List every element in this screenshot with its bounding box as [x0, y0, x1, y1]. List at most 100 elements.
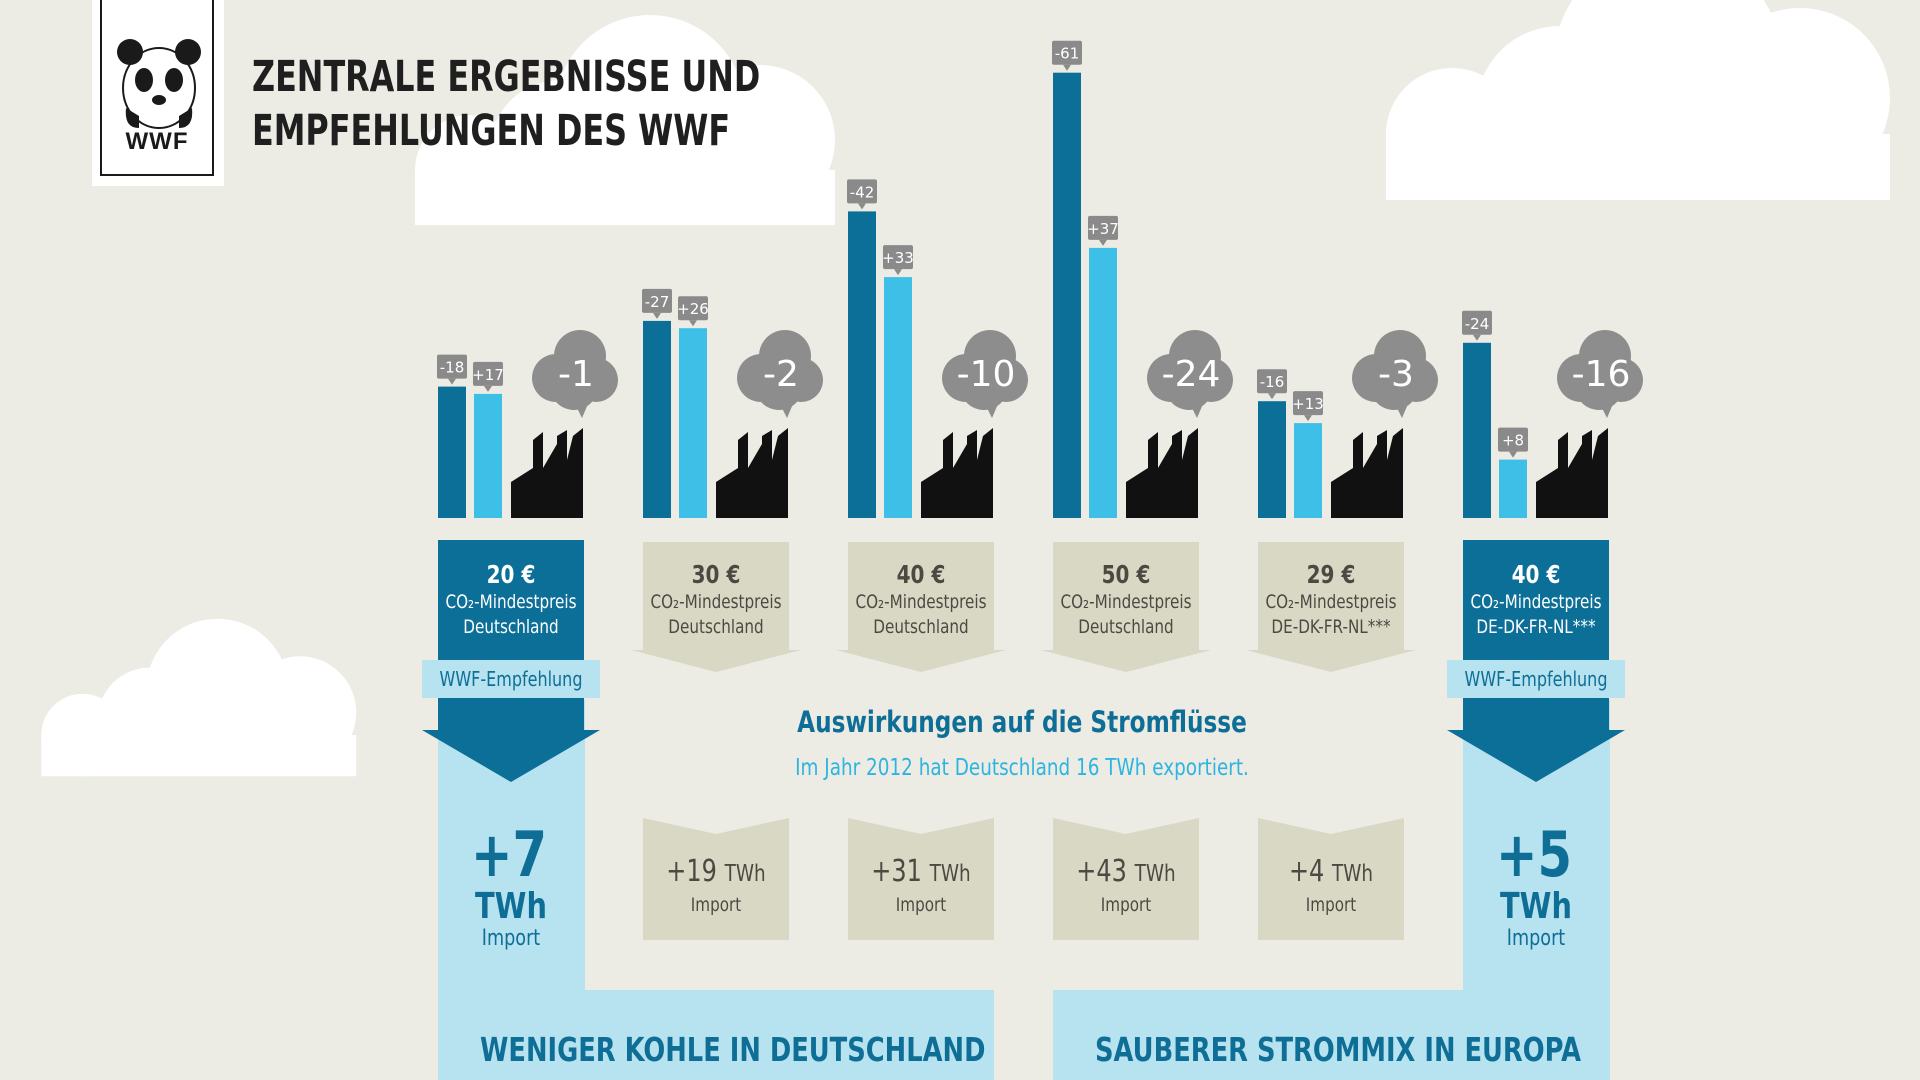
bar-light: [474, 393, 502, 518]
value-tag-pointer: [1473, 334, 1481, 341]
import-unit: TWh: [1134, 861, 1176, 887]
import-value: +4: [1288, 854, 1332, 889]
value-tag-pointer: [653, 312, 661, 319]
flow-path-right: [1053, 700, 1610, 1080]
value-label: +33: [882, 249, 914, 267]
page-title: ZENTRALE ERGEBNISSE UND EMPFEHLUNGEN DES…: [252, 50, 761, 158]
bar-dark: [1258, 401, 1286, 518]
price-desc-line-2: Deutschland: [1078, 616, 1174, 638]
co2-cloud: [942, 330, 1028, 418]
value-tag: [1293, 391, 1323, 416]
bar-light: [884, 277, 912, 518]
value-label: -27: [645, 293, 670, 311]
co2-label: -16: [1572, 354, 1631, 395]
value-label: +26: [677, 300, 709, 318]
bar-series: [438, 72, 1527, 518]
import-label: Import: [481, 926, 541, 951]
flows-subheading: Im Jahr 2012 hat Deutschland 16 TWh expo…: [795, 755, 1249, 781]
flow-path-left: [438, 700, 994, 1080]
price-desc-line-1: CO₂-Mindestpreis: [1060, 591, 1192, 613]
value-tag-pointer: [689, 320, 697, 327]
value-tag-pointer: [1268, 393, 1276, 400]
co2-label: -10: [957, 354, 1016, 395]
arrow-stem: [1463, 698, 1609, 730]
co2-label: -3: [1378, 354, 1414, 395]
arrow-stem: [438, 698, 584, 730]
flows-heading: Auswirkungen auf die Stromflüsse: [797, 705, 1247, 739]
price-amount: 30 €: [691, 560, 741, 589]
bar-dark: [1053, 72, 1081, 518]
price-desc-line-2: Deutschland: [873, 616, 969, 638]
import-value: +7: [470, 818, 548, 891]
value-tag: [1462, 310, 1492, 335]
value-tag-pointer: [1099, 239, 1107, 246]
import-label: Import: [1305, 894, 1357, 916]
value-tag-pointer: [484, 385, 492, 392]
price-amount: 40 €: [896, 560, 946, 589]
value-tag: [1498, 427, 1528, 452]
bar-light: [1294, 423, 1322, 518]
bar-light: [1499, 459, 1527, 518]
import-label: Import: [1506, 926, 1566, 951]
value-label: +17: [472, 366, 504, 384]
import-panel: [848, 818, 994, 940]
value-tag-pointer: [1063, 64, 1071, 71]
value-tag-pointer: [1509, 451, 1517, 458]
price-desc-line-2: Deutschland: [463, 616, 559, 638]
co2-cloud: [532, 330, 618, 418]
recommendation-badge: [422, 660, 600, 698]
import-unit: TWh: [475, 886, 547, 927]
co2-clouds: -1 -2 -10 -24 -3 -16: [532, 330, 1643, 418]
recommendation-label: WWF-Empfehlung: [439, 667, 583, 691]
price-amount: 40 €: [1511, 560, 1561, 589]
price-panel: [1463, 540, 1609, 660]
bar-dark: [643, 320, 671, 518]
value-tag-pointer: [448, 378, 456, 385]
import-panel: [1258, 818, 1404, 940]
import-unit: TWh: [1331, 861, 1374, 887]
arrow-down: [422, 730, 600, 782]
import-unit: TWh: [929, 861, 971, 887]
factory-icon: [1331, 428, 1403, 518]
co2-cloud: [737, 330, 823, 418]
title-line-1: ZENTRALE ERGEBNISSE UND: [252, 52, 761, 102]
value-tag-pointer: [858, 203, 866, 210]
panda-icon: [117, 39, 201, 129]
value-label: -24: [1465, 315, 1490, 333]
price-desc-line-2: DE-DK-FR-NL***: [1476, 616, 1596, 638]
bottom-right-title: SAUBERER STROMMIX IN EUROPA: [1095, 1030, 1582, 1069]
value-label: -42: [850, 183, 875, 201]
value-label: +37: [1087, 220, 1119, 238]
value-tag: [847, 179, 877, 204]
import-amount: +4 TWh: [1289, 854, 1373, 889]
value-tag: [642, 288, 672, 313]
price-desc-line-2: Deutschland: [668, 616, 764, 638]
price-panel: [836, 542, 1006, 672]
arrow-down: [1447, 730, 1625, 782]
title-line-2: EMPFEHLUNGEN DES WWF: [252, 106, 731, 156]
background-clouds: [41, 0, 1890, 777]
import-value: +19: [666, 854, 725, 889]
bar-dark: [1463, 342, 1491, 518]
price-desc-line-2: DE-DK-FR-NL***: [1271, 616, 1391, 638]
value-label: +8: [1502, 432, 1524, 450]
price-panel: [1041, 542, 1211, 672]
import-panel: [1053, 818, 1199, 940]
co2-label: -2: [763, 354, 799, 395]
value-tag-pointer: [1304, 415, 1312, 422]
price-panel: [438, 540, 584, 660]
price-panel: [631, 542, 801, 672]
value-tag: [1257, 369, 1287, 394]
bar-dark: [438, 386, 466, 518]
logo-text: WWF: [125, 128, 189, 155]
price-desc-line-1: CO₂-Mindestpreis: [650, 591, 782, 613]
price-desc-line-1: CO₂-Mindestpreis: [1470, 591, 1602, 613]
value-tag: [1052, 40, 1082, 65]
recommendation-badge: [1447, 660, 1625, 698]
import-amount: +43 TWh: [1076, 854, 1175, 889]
recommendation-label: WWF-Empfehlung: [1464, 667, 1608, 691]
factory-icons: [511, 428, 1608, 518]
value-tags: -18 -27 -42 -61 -16 -24 +17 +26 +33 +37 +13 +8: [437, 40, 1528, 458]
